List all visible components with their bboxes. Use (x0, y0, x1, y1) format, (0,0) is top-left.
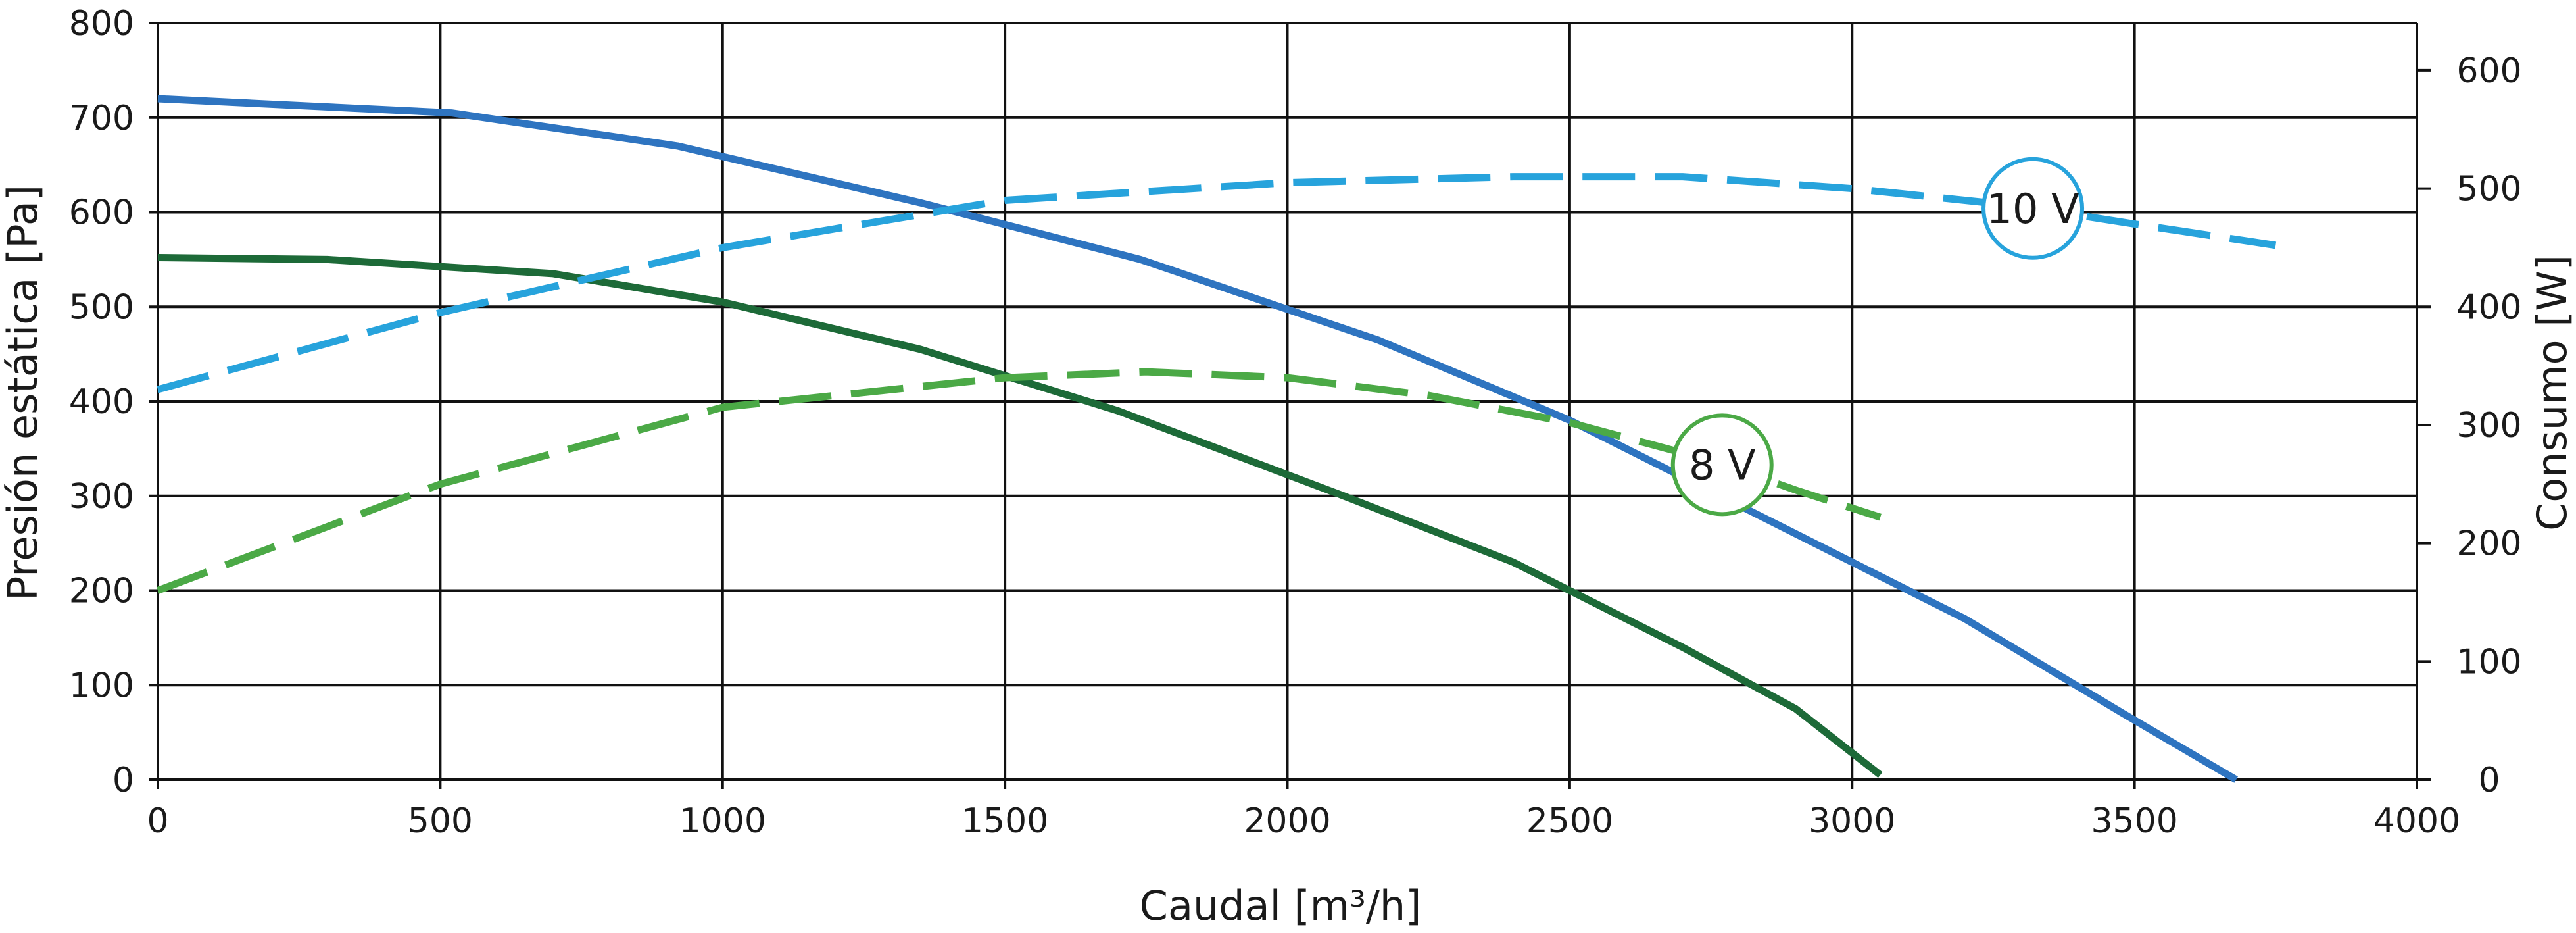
y-tick-label: 400 (69, 382, 134, 422)
y2-axis-ticks: 0 100 200 300 400 500 600 (2417, 51, 2522, 800)
series-line-pressure-8v (157, 254, 1883, 778)
y-tick-label: 0 (112, 761, 134, 800)
x-tick-label: 3500 (2091, 801, 2177, 841)
x-tick-label: 2500 (1526, 801, 1613, 841)
y-tick-label: 200 (69, 572, 134, 611)
y-tick-label: 800 (69, 4, 134, 43)
y-tick-label: 600 (69, 193, 134, 233)
y2-tick-label: 400 (2456, 288, 2521, 327)
annotations: 10 V 8 V (1670, 157, 2085, 517)
y-axis-ticks: 0 100 200 300 400 500 600 700 800 (69, 4, 158, 800)
y-tick-label: 500 (69, 288, 134, 327)
y2-tick-label: 600 (2456, 51, 2521, 91)
y2-tick-label: 0 (2478, 761, 2500, 800)
y2-tick-label: 500 (2456, 170, 2521, 209)
grid (157, 22, 2418, 781)
series-line-power-8v (157, 368, 1882, 594)
y2-axis-title: Consumo [W] (2528, 255, 2576, 531)
x-tick-label: 1000 (679, 801, 766, 841)
y-tick-label: 700 (69, 99, 134, 138)
x-axis-ticks: 0 500 1000 1500 2000 2500 3000 3500 4000 (147, 780, 2460, 841)
y-tick-label: 300 (69, 477, 134, 517)
x-tick-label: 1500 (961, 801, 1048, 841)
badge-circle (1670, 413, 1774, 517)
y-axis-title: Presión estática [Pa] (0, 185, 47, 601)
annotation-badge: 8 V (1670, 413, 1774, 517)
x-tick-label: 0 (147, 801, 168, 841)
badge-label: 8 V (1689, 441, 1756, 489)
x-tick-label: 2000 (1244, 801, 1330, 841)
y2-tick-label: 100 (2456, 642, 2521, 682)
annotation-badge: 10 V (1981, 157, 2085, 260)
x-axis-title: Caudal [m³/h] (1140, 882, 1422, 930)
y2-tick-label: 200 (2456, 524, 2521, 564)
y2-tick-label: 300 (2456, 406, 2521, 445)
x-tick-label: 3000 (1809, 801, 1895, 841)
badge-label: 10 V (1987, 185, 2079, 233)
series-lines (157, 95, 2277, 783)
y-tick-label: 100 (69, 666, 134, 705)
series-line-pressure-10v (157, 95, 2238, 783)
badge-circle (1981, 157, 2085, 260)
x-tick-label: 4000 (2373, 801, 2460, 841)
x-tick-label: 500 (408, 801, 473, 841)
